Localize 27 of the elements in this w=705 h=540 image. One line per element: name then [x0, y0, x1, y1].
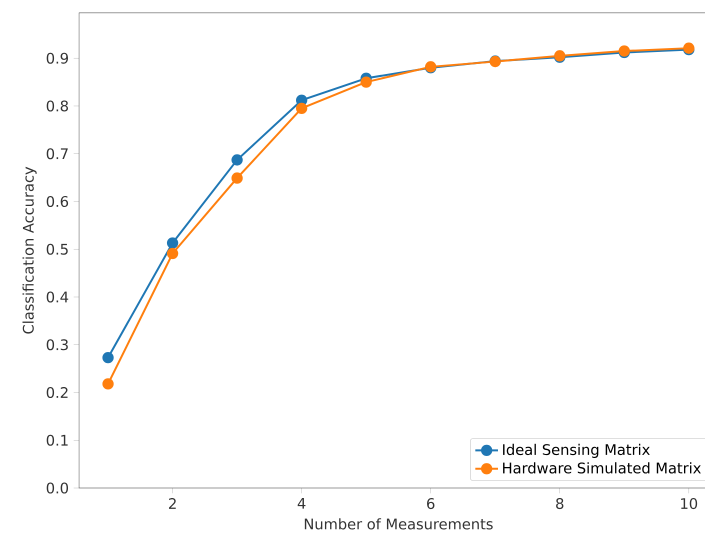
y-tick-label: 0.8 [46, 100, 68, 112]
x-axis-title: Number of Measurements [304, 518, 493, 530]
y-tick-label: 0.6 [46, 196, 68, 207]
y-tick-label: 0.5 [46, 244, 68, 255]
point [296, 102, 308, 114]
point [166, 237, 178, 249]
x-tick-label: 8 [556, 498, 564, 510]
legend-label: Ideal Sensing Matrix [503, 444, 650, 458]
point [231, 172, 243, 184]
y-tick-label: 0.1 [46, 434, 68, 446]
x-tick-label: 10 [681, 498, 698, 510]
y-tick-label: 0.0 [46, 482, 68, 494]
y-tick-label: 0.9 [46, 52, 68, 64]
y-tick-label: 0.4 [46, 291, 68, 303]
point [102, 378, 114, 390]
point [231, 154, 243, 166]
y-axis-title: Classification Accuracy [22, 166, 37, 334]
y-tick-label: 0.3 [46, 339, 68, 350]
x-tick-label: 2 [168, 498, 176, 509]
x-tick-label: 4 [298, 498, 306, 509]
point [166, 248, 178, 260]
legend-label: Hardware Simulated Matrix [503, 462, 701, 474]
point [102, 352, 114, 364]
y-tick-label: 0.2 [46, 386, 68, 398]
point [360, 76, 372, 88]
x-tick-label: 6 [427, 498, 434, 510]
y-tick-label: 0.7 [46, 148, 68, 160]
